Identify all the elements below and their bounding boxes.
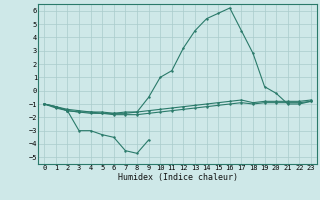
X-axis label: Humidex (Indice chaleur): Humidex (Indice chaleur) <box>118 173 238 182</box>
